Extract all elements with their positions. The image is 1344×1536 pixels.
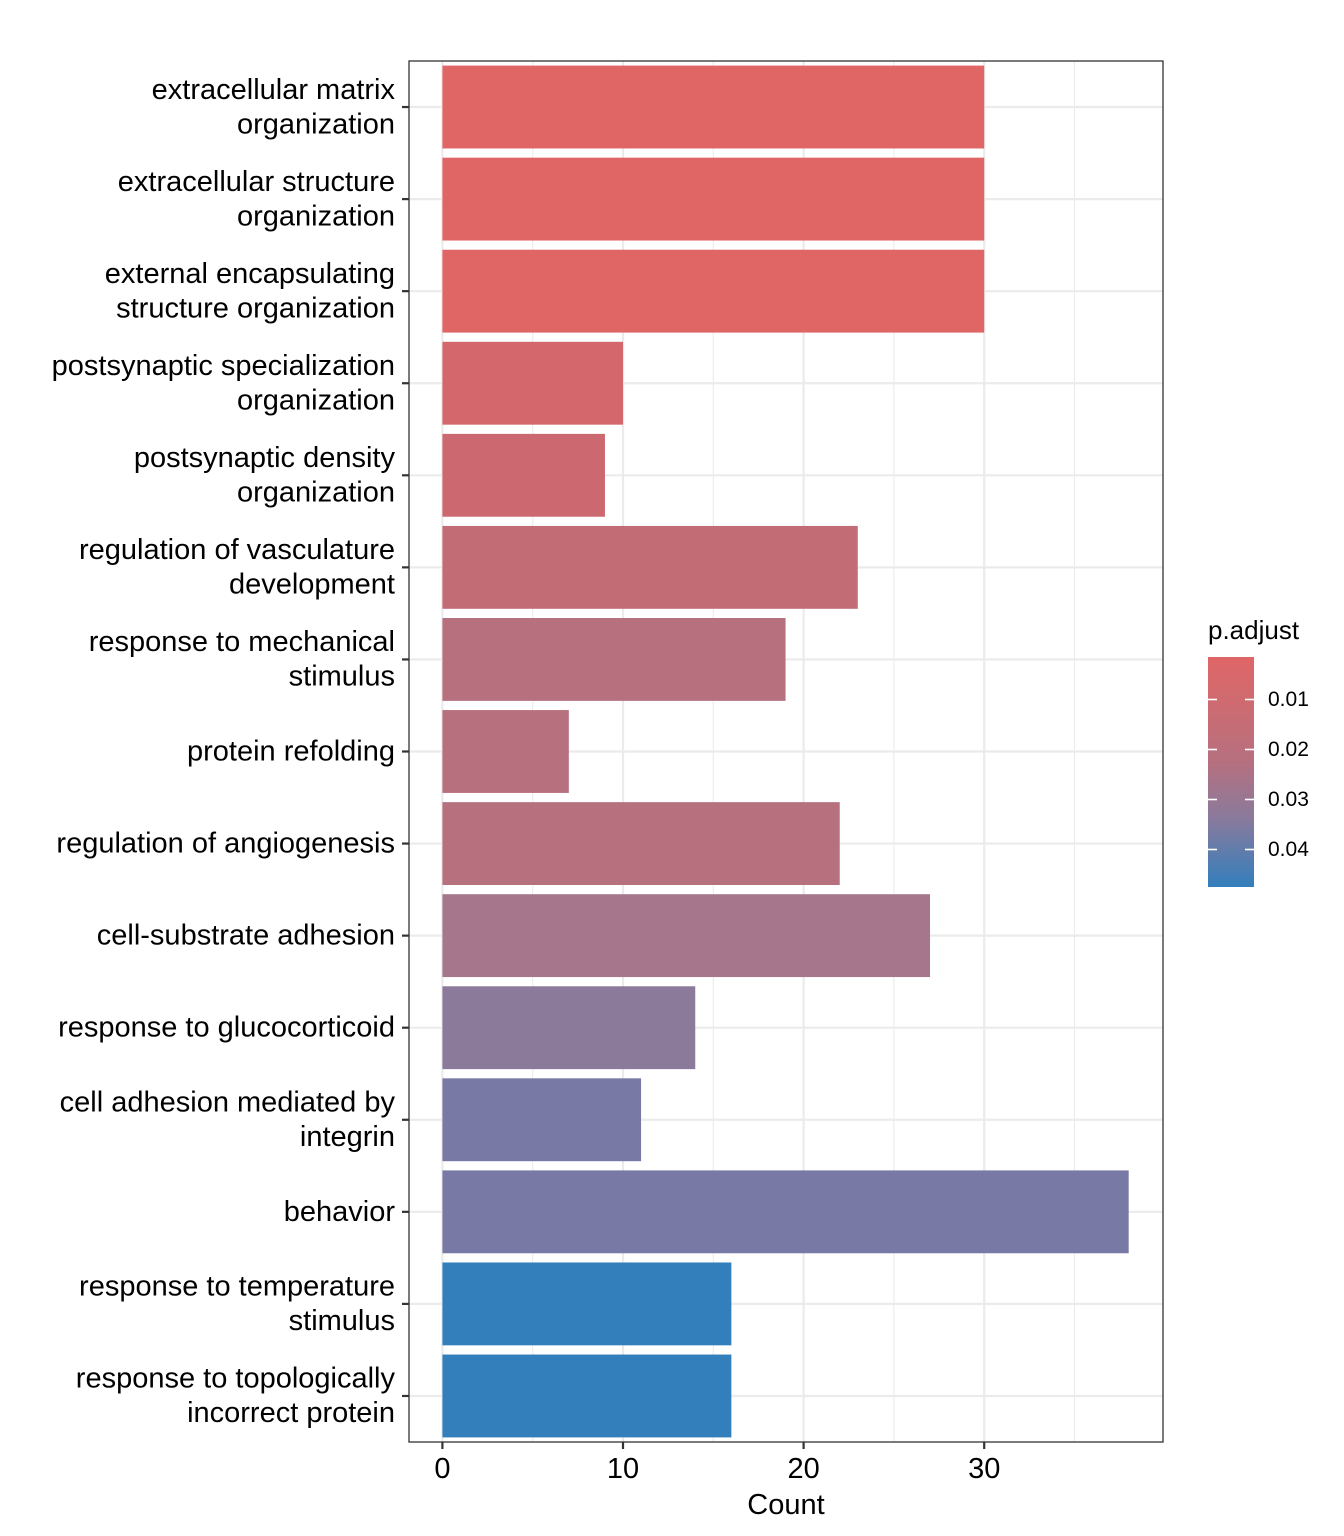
x-tick-label: 20: [787, 1453, 819, 1485]
y-tick-label: protein refolding: [187, 736, 395, 768]
legend-tick-label: 0.03: [1268, 788, 1309, 811]
bars: [442, 65, 1129, 1438]
x-axis-title: Count: [747, 1489, 824, 1521]
y-tick-label: structure organization: [116, 292, 395, 324]
bar: [442, 65, 985, 149]
legend-ticks: 0.01 0.02 0.03 0.04: [1208, 688, 1309, 861]
y-tick-label: external encapsulating: [105, 258, 395, 290]
bar: [442, 710, 569, 793]
y-tick-label: development: [229, 569, 395, 601]
bar: [442, 157, 985, 241]
x-tick-label: 30: [968, 1453, 1000, 1485]
y-tick-label: cell-substrate adhesion: [97, 920, 395, 952]
bar: [442, 802, 840, 885]
bar: [442, 433, 605, 517]
y-tick-label: behavior: [284, 1196, 396, 1228]
y-axis: extracellular matrixorganizationextracel…: [52, 74, 409, 1429]
bar: [442, 618, 786, 701]
y-tick-label: extracellular matrix: [152, 74, 396, 106]
color-legend: p.adjust 0.01 0.02 0.03 0.04: [1208, 615, 1309, 887]
y-tick-label: postsynaptic density: [134, 442, 396, 474]
y-tick-label: organization: [237, 108, 395, 140]
bar: [442, 894, 931, 978]
y-tick-label: cell adhesion mediated by: [60, 1087, 396, 1119]
bar: [442, 986, 696, 1070]
y-tick-label: response to topologically: [76, 1363, 396, 1395]
legend-colorbar: [1208, 657, 1254, 887]
legend-tick-label: 0.02: [1268, 738, 1309, 761]
y-tick-label: incorrect protein: [187, 1397, 395, 1429]
y-tick-label: organization: [237, 477, 395, 509]
y-tick-label: postsynaptic specialization: [52, 350, 395, 382]
bar: [442, 1262, 732, 1346]
bar: [442, 249, 985, 333]
y-tick-label: extracellular structure: [118, 166, 395, 198]
y-tick-label: stimulus: [289, 1305, 395, 1337]
y-tick-label: response to glucocorticoid: [58, 1012, 395, 1044]
y-tick-label: organization: [237, 384, 395, 416]
y-tick-label: regulation of angiogenesis: [56, 828, 395, 860]
x-tick-label: 10: [607, 1453, 639, 1485]
x-axis: 0 10 20 30: [434, 1442, 1000, 1485]
y-tick-label: regulation of vasculature: [79, 534, 395, 566]
legend-tick-label: 0.01: [1268, 688, 1309, 711]
bar: [442, 1170, 1129, 1254]
y-tick-label: integrin: [300, 1121, 395, 1153]
bar: [442, 1078, 642, 1162]
bar: [442, 341, 624, 425]
bar: [442, 1354, 732, 1438]
legend-tick-label: 0.04: [1268, 838, 1309, 861]
y-tick-label: organization: [237, 200, 395, 232]
bar: [442, 525, 858, 609]
y-tick-label: stimulus: [289, 661, 395, 693]
y-tick-label: response to mechanical: [89, 626, 395, 658]
legend-title: p.adjust: [1208, 615, 1300, 645]
y-tick-label: response to temperature: [79, 1271, 395, 1303]
x-tick-label: 0: [434, 1453, 450, 1485]
